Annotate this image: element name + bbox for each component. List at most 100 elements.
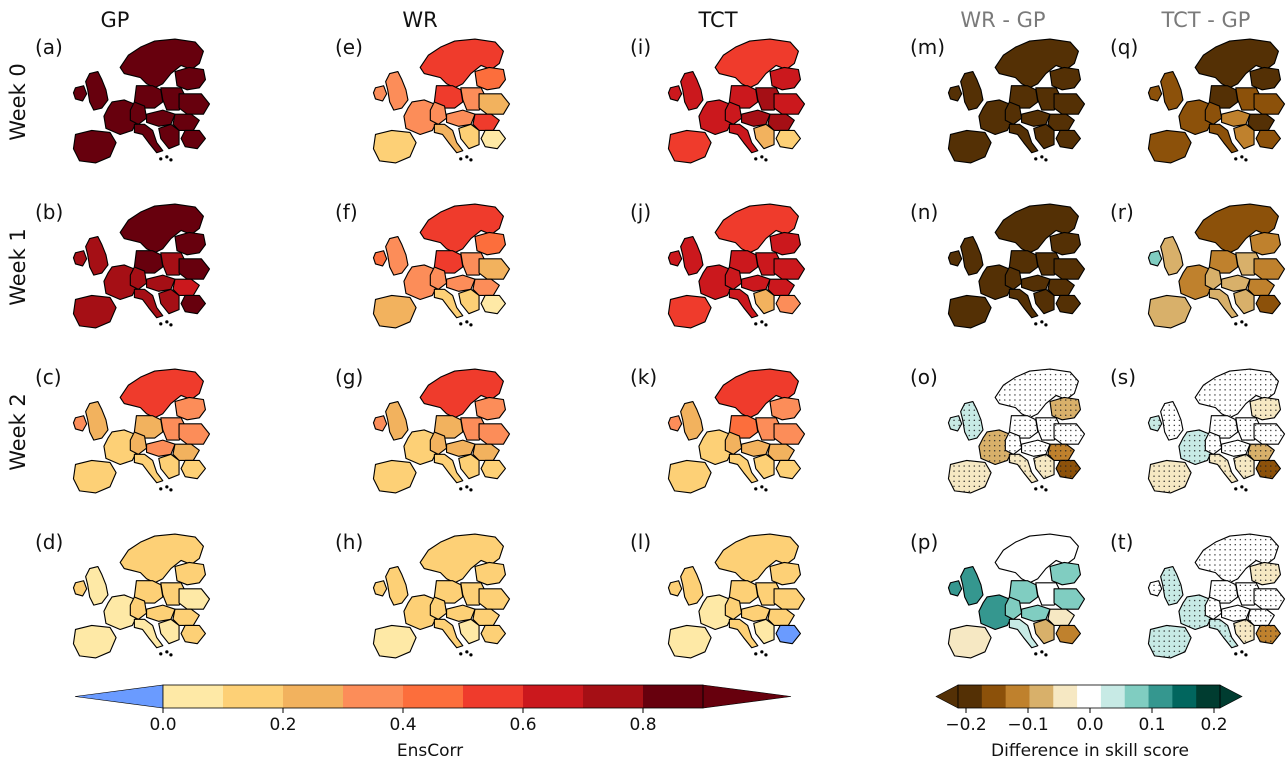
region-scandinavia (994, 533, 1079, 584)
island-mark (764, 488, 768, 492)
island-mark (459, 652, 463, 656)
europe-map (667, 203, 806, 329)
region-baltic-stipple (1049, 397, 1081, 420)
island-mark (1040, 320, 1044, 324)
region-balkans (158, 123, 180, 150)
colorbar-segment (403, 685, 464, 708)
island-mark (1240, 485, 1244, 489)
region-scandinavia (714, 368, 799, 419)
region-east (178, 93, 211, 115)
region-romania-stipple (1047, 444, 1075, 461)
map-panel-b: (b) (35, 200, 235, 335)
island-mark (165, 320, 169, 324)
region-britain (960, 70, 984, 111)
colorbar-arrow-left (935, 684, 959, 709)
island-mark (459, 322, 463, 326)
region-iberia (372, 129, 417, 164)
region-ireland (72, 85, 88, 102)
region-central-stipple (1205, 431, 1222, 455)
colorbar-tick-label: 0.1 (1138, 715, 1166, 735)
map-panel-p: (p) (910, 530, 1110, 665)
colorbar-tick-label: −0.2 (945, 715, 987, 735)
europe-map (72, 38, 211, 164)
region-benelux-france (103, 594, 139, 631)
region-alps-italy (133, 288, 164, 319)
region-scandinavia (419, 368, 504, 419)
colorbar-segment (1053, 685, 1078, 708)
region-black-sea-coast (180, 129, 207, 150)
region-britain (960, 235, 984, 276)
region-balkans (1033, 618, 1055, 645)
region-east-stipple (1254, 588, 1285, 610)
region-alps-italy (1008, 288, 1039, 319)
region-balkans (1033, 123, 1055, 150)
island-mark (1240, 320, 1244, 324)
region-iberia (372, 459, 417, 494)
region-black-sea-coast (1255, 294, 1282, 315)
panel-letter: (g) (335, 365, 364, 389)
region-iberia (1147, 294, 1192, 329)
island-mark (1234, 487, 1238, 491)
region-balkans (1233, 123, 1255, 150)
region-iberia (72, 129, 117, 164)
region-benelux-france (978, 264, 1014, 301)
panel-letter: (f) (335, 200, 358, 224)
island-mark (760, 485, 764, 489)
region-ireland (72, 250, 88, 267)
region-benelux-france (978, 594, 1014, 631)
map-panel-k: (k) (630, 365, 830, 500)
europe-map (72, 203, 211, 329)
region-ireland-stipple (948, 415, 962, 431)
region-britain (1160, 235, 1184, 276)
region-benelux-france-stipple (1178, 429, 1214, 465)
region-baltic (174, 396, 207, 421)
europe-map (667, 533, 806, 659)
column-title-2: WR (402, 8, 438, 32)
region-scandinavia (714, 533, 799, 584)
colorbar-segment (643, 685, 704, 708)
region-iberia (72, 294, 117, 329)
region-ireland (372, 250, 388, 267)
region-balkans (753, 288, 775, 315)
europe-map (1147, 203, 1286, 329)
region-balkans (1233, 288, 1255, 315)
europe-map (372, 368, 511, 494)
region-iberia-stipple (1148, 625, 1192, 658)
region-iberia (667, 294, 712, 329)
island-mark (1044, 488, 1048, 492)
region-iberia (947, 624, 992, 659)
island-mark (469, 488, 473, 492)
region-iberia (72, 624, 117, 659)
region-baltic (769, 561, 802, 586)
island-mark (1244, 653, 1248, 657)
region-baltic (769, 396, 802, 421)
panel-letter: (n) (910, 200, 939, 224)
region-baltic (474, 396, 507, 421)
panel-letter: (m) (910, 35, 946, 59)
region-scandinavia (1194, 38, 1279, 89)
region-iberia (667, 459, 712, 494)
colorbar-border (162, 684, 704, 709)
region-alps-italy (433, 123, 464, 154)
region-britain (1160, 70, 1184, 111)
region-east (773, 588, 806, 610)
region-balkans (1033, 288, 1055, 315)
panel-letter: (a) (35, 35, 63, 59)
region-alps-italy-stipple (1209, 619, 1238, 648)
region-scandinavia-stipple (1195, 369, 1279, 418)
region-benelux-france (403, 264, 439, 301)
map-panel-c: (c) (35, 365, 235, 500)
colorbar-segment (1005, 685, 1030, 708)
region-black-sea-coast (775, 459, 802, 480)
colorbar-segment (283, 685, 344, 708)
region-ireland-stipple (1148, 580, 1162, 596)
map-panel-q: (q) (1110, 35, 1288, 170)
region-baltic (1249, 231, 1282, 256)
column-title-3: TCT (698, 8, 738, 32)
europe-map (1147, 38, 1286, 164)
column-title-5: TCT - GP (1161, 8, 1251, 32)
colorbar-tick-label: 0.4 (389, 715, 417, 735)
europe-map (72, 533, 211, 659)
colorbar-arrow-right (1219, 684, 1243, 709)
colorbar-segment (1172, 685, 1197, 708)
